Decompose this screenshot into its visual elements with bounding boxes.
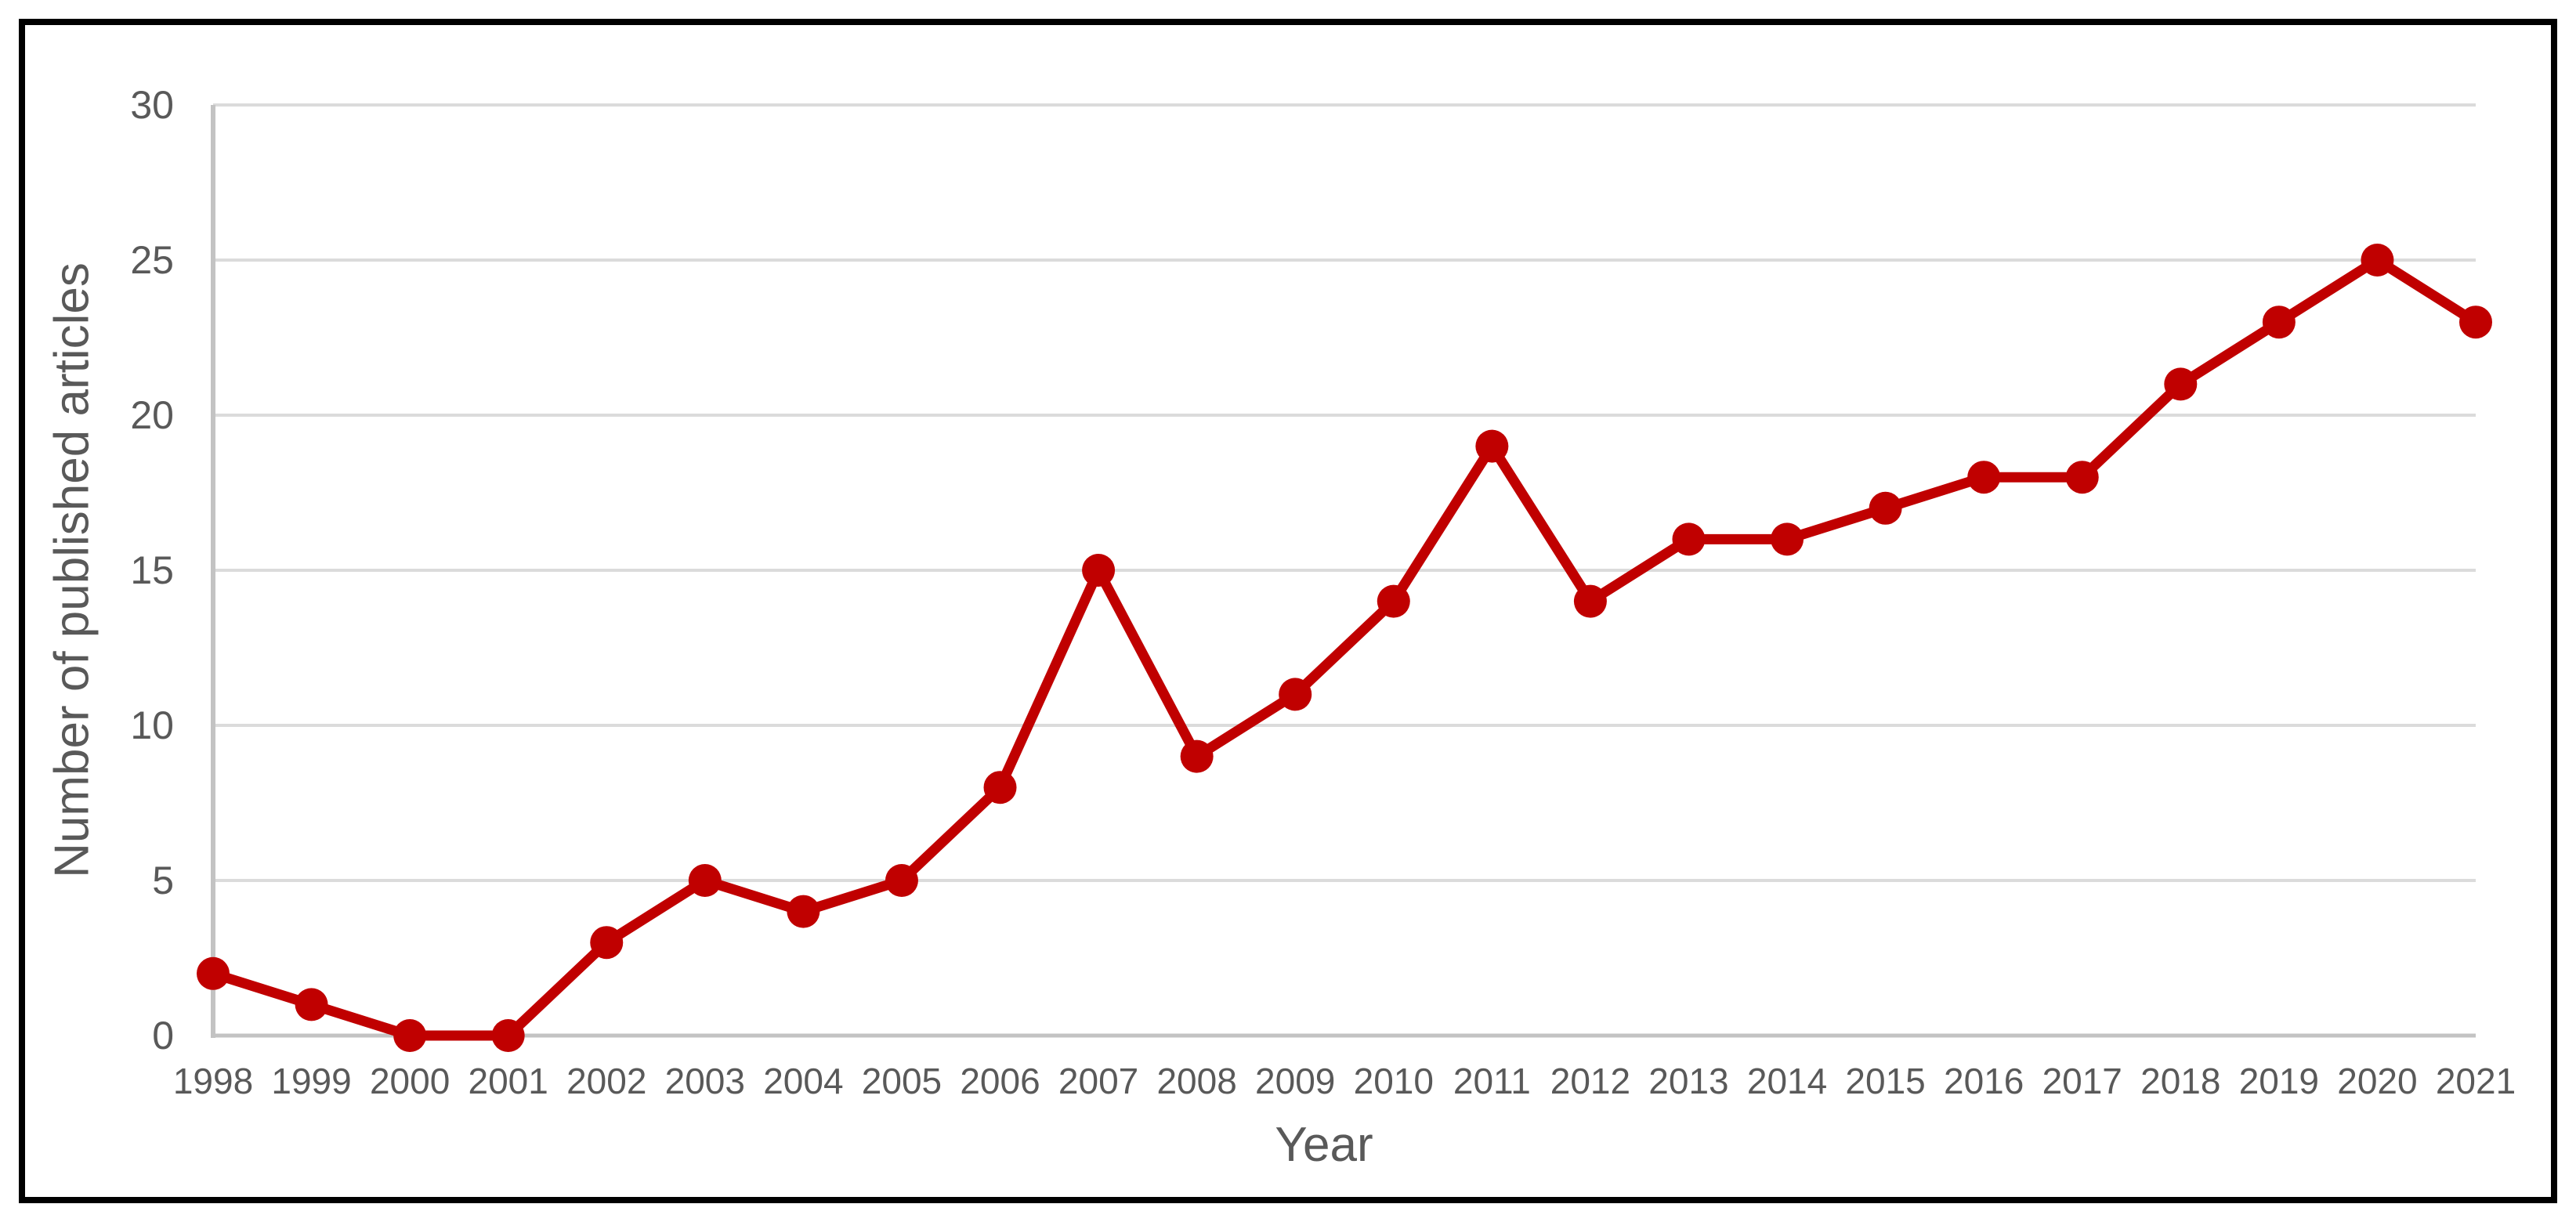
x-tick-label-2007: 2007 bbox=[1058, 1061, 1138, 1101]
data-point-2010 bbox=[1377, 584, 1410, 618]
x-tick-label-2004: 2004 bbox=[763, 1061, 843, 1101]
x-tick-label-2006: 2006 bbox=[960, 1061, 1040, 1101]
gridlines-layer bbox=[213, 103, 2476, 882]
x-tick-label-2000: 2000 bbox=[370, 1061, 450, 1101]
y-tick-label-10: 10 bbox=[130, 703, 174, 747]
x-tick-label-2021: 2021 bbox=[2436, 1061, 2516, 1101]
data-point-2011 bbox=[1475, 429, 1509, 463]
y-tick-label-30: 30 bbox=[130, 83, 174, 127]
y-tick-label-25: 25 bbox=[130, 238, 174, 282]
data-point-2012 bbox=[1573, 584, 1607, 618]
x-tick-label-2008: 2008 bbox=[1156, 1061, 1236, 1101]
data-point-1998 bbox=[197, 956, 230, 990]
x-tick-label-2009: 2009 bbox=[1255, 1061, 1335, 1101]
x-tick-label-2020: 2020 bbox=[2337, 1061, 2417, 1101]
y-tick-label-15: 15 bbox=[130, 548, 174, 592]
data-point-2019 bbox=[2262, 306, 2296, 339]
x-tick-label-2012: 2012 bbox=[1550, 1061, 1630, 1101]
data-point-2021 bbox=[2459, 306, 2492, 339]
data-point-2000 bbox=[393, 1019, 427, 1052]
series-line bbox=[208, 255, 2481, 1041]
series-layer bbox=[197, 244, 2492, 1052]
data-point-2006 bbox=[983, 771, 1017, 804]
data-point-2002 bbox=[590, 926, 624, 960]
x-tick-label-2003: 2003 bbox=[665, 1061, 745, 1101]
data-point-2020 bbox=[2361, 244, 2394, 277]
data-point-2004 bbox=[787, 895, 820, 928]
x-tick-label-2017: 2017 bbox=[2042, 1061, 2122, 1101]
x-tick-label-2001: 2001 bbox=[469, 1061, 548, 1101]
y-axis-title: Number of published articles bbox=[45, 262, 99, 878]
data-point-2008 bbox=[1180, 739, 1214, 773]
x-tick-label-2005: 2005 bbox=[862, 1061, 942, 1101]
x-tick-label-1999: 1999 bbox=[271, 1061, 351, 1101]
x-tick-label-2013: 2013 bbox=[1648, 1061, 1728, 1101]
data-point-2013 bbox=[1672, 522, 1706, 556]
data-point-2017 bbox=[2065, 461, 2099, 494]
data-point-2005 bbox=[885, 864, 918, 897]
y-tick-label-20: 20 bbox=[130, 393, 174, 437]
data-point-2014 bbox=[1771, 522, 1804, 556]
data-point-2001 bbox=[491, 1019, 525, 1052]
x-tick-label-2015: 2015 bbox=[1845, 1061, 1925, 1101]
tick-labels-layer: 0 5 10 15 20 25 30 1998 1999 2000 2001 2002 2003 2004… bbox=[130, 83, 2516, 1101]
x-tick-label-2014: 2014 bbox=[1747, 1061, 1827, 1101]
axes-layer bbox=[211, 105, 2476, 1038]
y-tick-label-5: 5 bbox=[152, 859, 174, 902]
data-point-2009 bbox=[1279, 678, 1312, 711]
data-point-2003 bbox=[688, 864, 722, 897]
y-tick-label-0: 0 bbox=[152, 1014, 174, 1058]
data-point-2007 bbox=[1082, 554, 1116, 587]
x-tick-label-1998: 1998 bbox=[173, 1061, 253, 1101]
x-tick-label-2002: 2002 bbox=[566, 1061, 646, 1101]
x-tick-label-2010: 2010 bbox=[1354, 1061, 1434, 1101]
x-tick-label-2011: 2011 bbox=[1453, 1061, 1531, 1101]
x-tick-label-2019: 2019 bbox=[2239, 1061, 2319, 1101]
x-axis-title: Year bbox=[1275, 1118, 1373, 1172]
data-point-1999 bbox=[295, 988, 328, 1021]
data-point-2018 bbox=[2164, 367, 2198, 401]
x-tick-label-2016: 2016 bbox=[1944, 1061, 2024, 1101]
data-point-2015 bbox=[1869, 491, 1902, 525]
x-tick-label-2018: 2018 bbox=[2140, 1061, 2220, 1101]
data-point-2016 bbox=[1967, 461, 2001, 494]
